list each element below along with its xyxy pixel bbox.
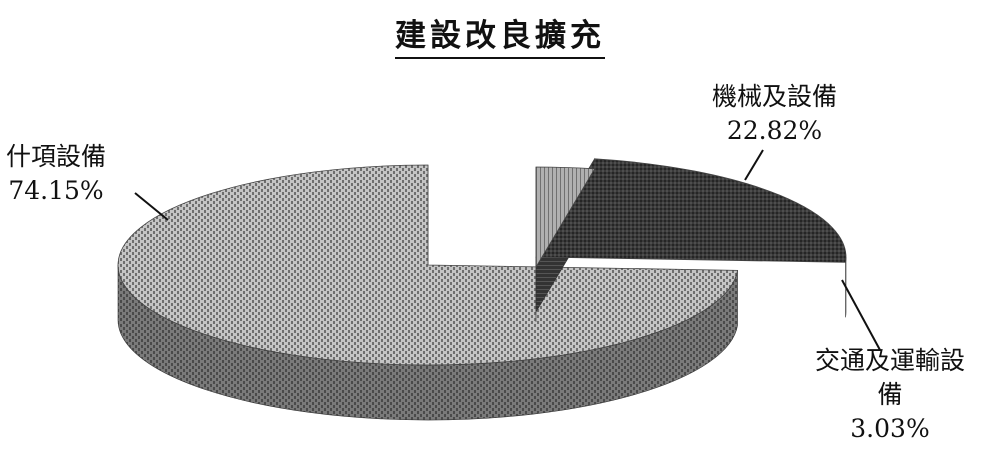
leader-line-misc-equipment [134, 192, 169, 221]
chart-title-text: 建設改良擴充 [395, 18, 605, 59]
slice-label-name-cont: 備 [877, 380, 903, 409]
pie-slice-misc-equipment [117, 164, 739, 421]
slice-label-percent: 3.03% [850, 414, 930, 443]
chart-title: 建設改良擴充 [0, 10, 1000, 59]
slice-label-transport: 交通及運輸設 備 3.03% [790, 344, 990, 446]
pie-slice-misc-equipment-top [117, 164, 739, 366]
slice-label-name: 機械及設備 [712, 82, 838, 111]
slice-label-percent: 74.15% [8, 176, 104, 205]
leader-line-transport [841, 279, 881, 351]
slice-label-machinery: 機械及設備 22.82% [712, 80, 837, 148]
pie-slice-transport-top [535, 166, 596, 269]
slice-label-name: 交通及運輸設 [814, 346, 965, 375]
slice-label-name: 什項設備 [6, 142, 107, 171]
slice-label-percent: 22.82% [726, 116, 823, 145]
pie-slice-machinery-top [535, 158, 847, 263]
slice-label-misc-equipment: 什項設備 74.15% [6, 140, 106, 208]
pie-slice-transport [535, 166, 596, 322]
leader-line-machinery [744, 149, 764, 181]
